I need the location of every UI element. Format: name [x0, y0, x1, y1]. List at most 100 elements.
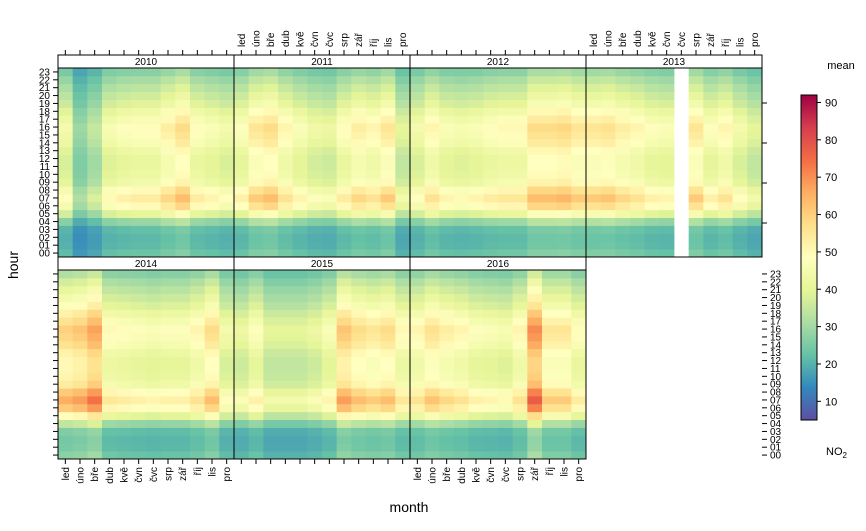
heatmap-cell — [204, 209, 220, 219]
heatmap-cell — [688, 131, 704, 140]
heatmap-cell — [336, 209, 352, 219]
heatmap-cell — [439, 427, 455, 436]
heatmap-cell — [454, 99, 470, 108]
y-tick-label: 01 — [770, 443, 782, 454]
heatmap-cell — [248, 209, 264, 219]
heatmap-cell — [278, 146, 294, 156]
heatmap-cell — [468, 293, 484, 302]
heatmap-cell — [542, 293, 558, 302]
heatmap-cell — [468, 325, 484, 334]
heatmap-cell — [468, 209, 484, 219]
heatmap-cell — [219, 340, 235, 350]
heatmap-cell — [659, 138, 675, 148]
heatmap-cell — [571, 194, 587, 203]
heatmap-cell — [644, 209, 660, 219]
heatmap-cell — [483, 107, 499, 116]
heatmap-cell — [410, 209, 426, 219]
heatmap-cell — [307, 301, 323, 310]
heatmap-cell — [527, 277, 543, 287]
heatmap-cell — [586, 249, 602, 258]
heatmap-cell — [336, 325, 352, 334]
heatmap-cell — [234, 209, 250, 219]
heatmap-cell — [248, 75, 264, 85]
x-tick-label: úno — [252, 30, 263, 47]
heatmap-cell — [307, 364, 323, 373]
heatmap-cell — [292, 325, 308, 334]
heatmap-cell — [87, 154, 103, 163]
heatmap-cell — [322, 411, 338, 421]
heatmap-cell — [571, 372, 587, 381]
heatmap-cell — [380, 162, 396, 171]
heatmap-cell — [556, 277, 572, 287]
heatmap-cell — [424, 162, 440, 171]
heatmap-cell — [527, 123, 543, 132]
heatmap-cell — [732, 170, 748, 179]
heatmap-cell — [351, 317, 367, 326]
heatmap-cell — [58, 333, 74, 342]
heatmap-cell — [659, 225, 675, 234]
heatmap-cell — [190, 435, 206, 444]
heatmap-cell — [278, 123, 294, 132]
heatmap-cell — [116, 364, 132, 373]
heatmap-cell — [102, 435, 118, 444]
heatmap-cell — [322, 285, 338, 295]
heatmap-cell — [87, 309, 103, 318]
heatmap-cell — [732, 123, 748, 132]
heatmap-cell — [439, 285, 455, 295]
heatmap-cell — [395, 146, 411, 156]
heatmap-cell — [278, 138, 294, 148]
heatmap-cell — [483, 451, 499, 460]
heatmap-cell — [732, 201, 748, 211]
heatmap-cell — [718, 217, 734, 226]
heatmap-cell — [322, 333, 338, 342]
heatmap-cell — [307, 396, 323, 405]
heatmap-cell — [87, 301, 103, 310]
heatmap-cell — [351, 83, 367, 93]
heatmap-cell — [410, 388, 426, 397]
heatmap-cell — [571, 178, 587, 187]
heatmap-cell — [307, 325, 323, 334]
heatmap-cell — [204, 396, 220, 405]
heatmap-cell — [102, 91, 118, 100]
heatmap-cell — [72, 380, 88, 389]
heatmap-cell — [219, 333, 235, 342]
heatmap-cell — [190, 75, 206, 85]
heatmap-cell — [366, 333, 382, 342]
panel-year-label: 2013 — [663, 57, 686, 68]
heatmap-cell — [380, 403, 396, 413]
heatmap-cell — [278, 435, 294, 444]
x-tick-label: říj — [369, 39, 380, 47]
heatmap-cell — [542, 83, 558, 93]
y-tick-label: 03 — [39, 225, 51, 236]
heatmap-cell — [498, 451, 514, 460]
heatmap-cell — [336, 396, 352, 405]
heatmap-cell — [87, 123, 103, 132]
heatmap-cell — [395, 201, 411, 211]
heatmap-cell — [204, 138, 220, 148]
heatmap-cell — [292, 427, 308, 436]
heatmap-cell — [204, 241, 220, 250]
heatmap-cell — [483, 325, 499, 334]
heatmap-cell — [410, 131, 426, 140]
heatmap-cell — [615, 83, 631, 93]
heatmap-cell — [688, 123, 704, 132]
y-tick-label: 16 — [770, 325, 782, 336]
y-tick-label: 19 — [770, 301, 782, 312]
heatmap-cell — [263, 277, 279, 287]
heatmap-cell — [116, 241, 132, 250]
heatmap-cell — [248, 225, 264, 234]
y-tick-label: 21 — [770, 285, 782, 296]
heatmap-cell — [146, 443, 162, 452]
heatmap-cell — [204, 217, 220, 226]
heatmap-cell — [454, 309, 470, 318]
heatmap-cell — [498, 277, 514, 287]
heatmap-cell — [190, 154, 206, 163]
heatmap-cell — [278, 209, 294, 219]
heatmap-cell — [366, 364, 382, 373]
heatmap-cell — [131, 91, 147, 100]
heatmap-cell — [322, 146, 338, 156]
heatmap-cell — [542, 209, 558, 219]
heatmap-cell — [600, 83, 616, 93]
heatmap-cell — [278, 443, 294, 452]
heatmap-cell — [87, 285, 103, 295]
